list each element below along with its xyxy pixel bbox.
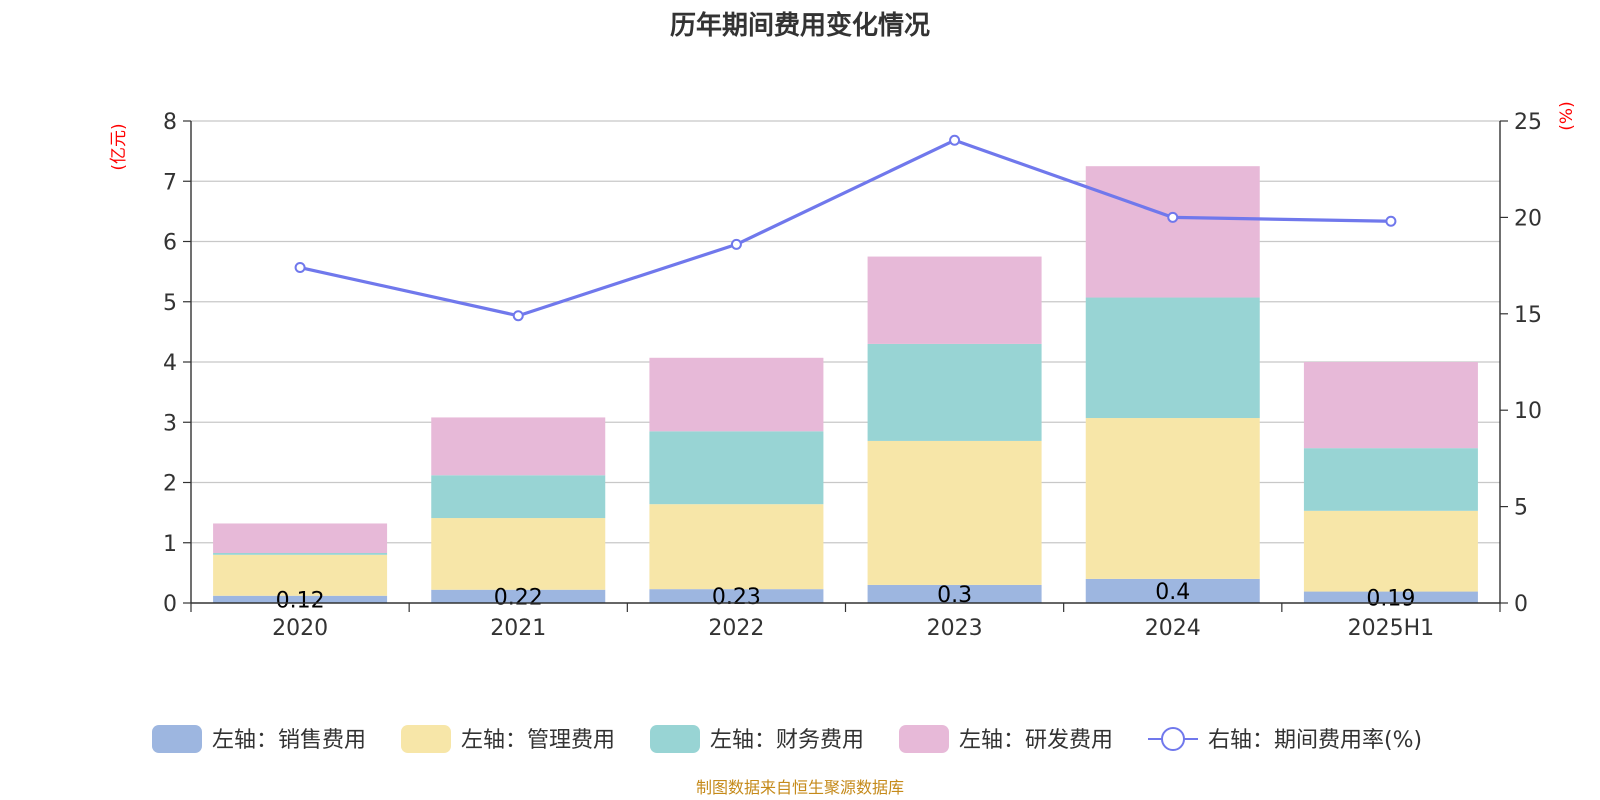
right-tick-label: 25 — [1514, 110, 1542, 135]
bar-value-label: 0.19 — [1366, 586, 1415, 611]
right-tick-label: 15 — [1514, 303, 1542, 328]
right-tick-label: 0 — [1514, 592, 1528, 617]
bar-segment — [1303, 362, 1478, 449]
right-tick-label: 5 — [1514, 496, 1528, 521]
rate-point — [1385, 215, 1397, 227]
legend-label: 左轴：销售费用 — [212, 728, 366, 753]
left-tick-label: 5 — [163, 291, 177, 316]
source-note: 制图数据来自恒生聚源数据库 — [696, 778, 904, 797]
bar-segment — [431, 417, 606, 476]
bar-segment — [867, 440, 1042, 585]
gridlines — [191, 120, 1500, 544]
rate-line — [294, 134, 1397, 322]
bar-segment — [649, 589, 824, 603]
legend-swatch — [650, 725, 700, 753]
legend-swatch — [152, 725, 202, 753]
chart-title: 历年期间费用变化情况 — [670, 10, 930, 41]
rate-line-path — [299, 138, 1391, 318]
axes: 0 1 2 3 4 5 6 7 8 0 5 10 15 20 25 2020 2021 2022 2023 2024 2… — [163, 110, 1542, 641]
bar-segment — [867, 584, 1042, 603]
bar-segment — [1303, 591, 1478, 603]
left-tick-label: 2 — [163, 472, 177, 497]
bar-segment — [213, 595, 388, 603]
rate-point — [949, 134, 961, 146]
bar-segment — [867, 343, 1042, 441]
legend-line-marker — [1161, 727, 1185, 751]
bar-segment — [213, 554, 388, 596]
legend-label: 左轴：管理费用 — [461, 728, 615, 753]
bars — [213, 166, 1478, 603]
x-tick-label: 2023 — [927, 616, 983, 641]
bar-segment — [1085, 297, 1260, 419]
bar-segment — [213, 523, 388, 553]
bar-segment — [1085, 166, 1260, 298]
bar-value-label: 0.3 — [937, 583, 972, 608]
bar-value-label: 0.12 — [276, 588, 325, 613]
left-tick-label: 1 — [163, 532, 177, 557]
left-tick-label: 7 — [163, 170, 177, 195]
x-tick-label: 2021 — [490, 616, 546, 641]
x-tick-label: 2022 — [708, 616, 764, 641]
left-tick-label: 3 — [163, 411, 177, 436]
bar-labels: 0.12 0.22 0.23 0.3 0.4 0.19 — [276, 580, 1416, 613]
bar-segment — [1085, 578, 1260, 603]
bar-segment — [649, 504, 824, 590]
bar-segment — [431, 475, 606, 519]
bar-segment — [867, 256, 1042, 344]
bar-segment — [431, 589, 606, 603]
rate-point — [730, 238, 742, 250]
left-tick-label: 6 — [163, 231, 177, 256]
bar-segment — [1303, 510, 1478, 592]
legend-label: 左轴：研发费用 — [959, 728, 1113, 753]
right-tick-label: 20 — [1514, 206, 1542, 231]
bar-segment — [431, 518, 606, 590]
bar-segment — [649, 357, 824, 432]
bar-value-label: 0.22 — [494, 585, 543, 610]
bar-segment — [213, 552, 388, 555]
bar-segment — [649, 431, 824, 505]
left-tick-label: 8 — [163, 110, 177, 135]
bar-segment — [1303, 448, 1478, 511]
legend-swatch — [899, 725, 949, 753]
x-tick-label: 2025H1 — [1348, 616, 1435, 641]
legend-swatch — [401, 725, 451, 753]
rate-point — [1167, 211, 1179, 223]
right-tick-label: 10 — [1514, 399, 1542, 424]
legend: 左轴：销售费用 左轴：管理费用 左轴：财务费用 左轴：研发费用 右轴：期间费用率(%) — [152, 725, 1422, 753]
right-axis-unit: (%) — [1557, 101, 1577, 130]
left-tick-label: 0 — [163, 592, 177, 617]
rate-point — [294, 262, 306, 274]
left-axis-unit: (亿元) — [109, 123, 129, 170]
left-tick-label: 4 — [163, 351, 177, 376]
bar-value-label: 0.4 — [1155, 580, 1190, 605]
x-tick-label: 2020 — [272, 616, 328, 641]
bar-segment — [1085, 418, 1260, 579]
rate-point — [512, 310, 524, 322]
bar-value-label: 0.23 — [712, 585, 761, 610]
x-tick-label: 2024 — [1145, 616, 1201, 641]
legend-label: 左轴：财务费用 — [710, 728, 864, 753]
legend-label: 右轴：期间费用率(%) — [1208, 728, 1422, 753]
